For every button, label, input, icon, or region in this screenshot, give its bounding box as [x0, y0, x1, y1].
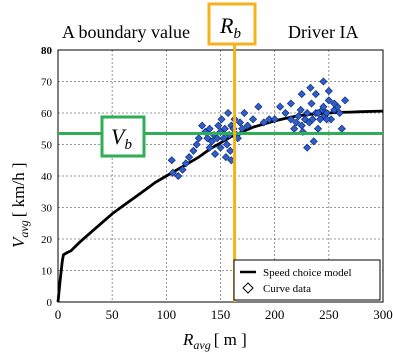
x-tick-label: 200 [265, 307, 285, 322]
y-tick-label: 30 [41, 203, 53, 215]
y-tick-label: 50 [41, 140, 53, 152]
legend-line-label: Speed choice model [263, 267, 352, 279]
data-point [307, 99, 316, 108]
data-point [168, 168, 177, 177]
vb-label: Vb [111, 124, 132, 153]
x-axis-label-main: R [182, 330, 194, 349]
legend-box [233, 259, 381, 301]
data-point [335, 108, 344, 118]
data-point [306, 83, 315, 92]
data-point [303, 143, 312, 152]
data-point [309, 137, 318, 146]
data-point [207, 137, 216, 146]
legend-points-label: Curve data [263, 283, 311, 295]
rb-label: Rb [219, 13, 241, 42]
data-point [297, 90, 306, 99]
data-point [214, 121, 223, 130]
data-point [341, 96, 350, 105]
data-point [294, 112, 303, 121]
vb-label-sub: b [124, 137, 132, 153]
y-axis-label-unit: [ km/h ] [9, 163, 28, 218]
axis-ticks: 0 50 100 150 200 250 300 0 10 20 30 40 50 60 70 80 [41, 45, 393, 322]
y-tick-label: 10 [41, 266, 53, 278]
data-point [189, 146, 198, 155]
rb-label-sub: b [233, 26, 241, 42]
data-point [174, 171, 183, 181]
x-tick-label: 300 [373, 307, 393, 322]
data-point [185, 153, 194, 162]
data-point [265, 115, 274, 124]
data-point [324, 96, 333, 105]
data-point [308, 115, 317, 124]
data-point [303, 108, 312, 118]
rb-label-box [207, 2, 257, 46]
x-axis-label-unit: [ m ] [214, 330, 247, 349]
data-point [211, 149, 220, 158]
x-tick-label: 150 [211, 307, 231, 322]
y-tick-label: 70 [41, 77, 53, 89]
data-point [219, 134, 228, 143]
data-point [281, 108, 290, 118]
data-point [224, 108, 233, 118]
data-point [292, 118, 301, 127]
data-point [259, 118, 268, 127]
plot-frame [57, 49, 384, 303]
x-axis-label: Ravg [ m ] [182, 330, 247, 352]
rb-label-main: R [219, 13, 234, 38]
data-point [319, 102, 328, 111]
data-point [324, 86, 333, 95]
x-tick-label: 250 [319, 307, 339, 322]
data-point [311, 90, 320, 99]
data-point [254, 102, 263, 111]
y-axis-label: Vavg [ km/h ] [9, 163, 31, 249]
vb-label-main: V [111, 124, 127, 149]
data-point [240, 108, 249, 118]
data-point [198, 121, 207, 130]
x-axis-label-sub: avg [193, 338, 210, 352]
x-tick-label: 100 [157, 307, 177, 322]
data-point [319, 77, 328, 86]
data-point [286, 99, 295, 108]
data-point [205, 143, 214, 152]
data-point [221, 153, 230, 162]
data-point [276, 102, 285, 111]
y-axis-label-main: V [9, 235, 28, 248]
data-point [216, 143, 225, 152]
data-point [248, 115, 258, 124]
data-point [167, 156, 176, 165]
data-point [178, 165, 187, 174]
data-point [243, 121, 252, 130]
x-tick-label: 0 [55, 307, 62, 322]
y-tick-label: 60 [41, 108, 53, 120]
data-point [222, 140, 232, 149]
vb-label-box [100, 115, 146, 158]
data-point [213, 134, 222, 143]
data-point [192, 140, 201, 149]
data-point [181, 159, 190, 168]
y-axis-label-sub: avg [17, 220, 31, 237]
y-tick-label: 0 [47, 297, 53, 309]
data-point [296, 105, 305, 114]
data-point [270, 115, 279, 124]
x-tick-label: 50 [106, 307, 119, 322]
scatter-points [167, 77, 350, 181]
data-point [226, 146, 235, 155]
data-point [322, 115, 331, 124]
data-point [217, 115, 226, 124]
boundary-value-label: A boundary value [62, 22, 190, 42]
y-tick-label: 40 [41, 171, 53, 183]
legend-diamond-swatch [242, 282, 254, 294]
data-point [286, 115, 295, 124]
chart-title: Driver IA [288, 22, 358, 42]
legend: Speed choice model Curve data [233, 259, 381, 301]
data-point [235, 118, 245, 127]
data-point [330, 99, 339, 108]
data-point [194, 134, 203, 143]
y-tick-label: 20 [41, 234, 53, 246]
y-tick-label: 80 [41, 45, 53, 57]
